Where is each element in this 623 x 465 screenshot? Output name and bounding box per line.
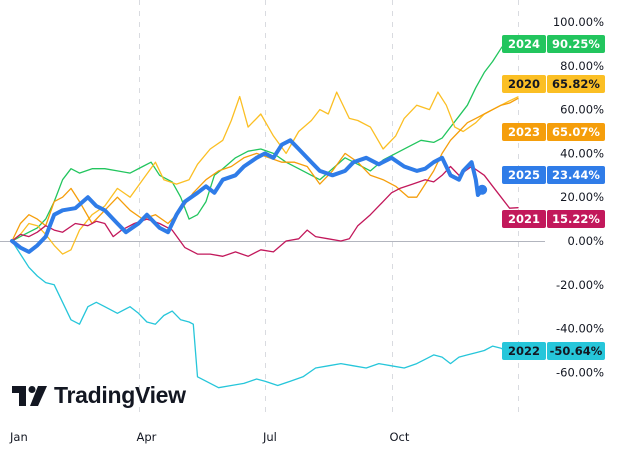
series-line-2022	[11, 240, 519, 389]
y-tick-label: -40.00%	[556, 322, 604, 336]
series-tag-value: 90.25%	[552, 37, 600, 51]
x-tick-label: Jul	[262, 430, 277, 444]
series-line-2020	[11, 91, 519, 255]
x-tick-label: Jan	[9, 430, 28, 444]
grid-lines	[139, 0, 519, 418]
y-tick-label: 60.00%	[560, 103, 604, 117]
series-tag-2021: 2021 15.22%	[502, 210, 605, 228]
x-tick-label: Oct	[390, 430, 410, 444]
y-axis: 100.00% 80.00% 60.00% 40.00% 20.00% 0.00% -20.…	[553, 15, 604, 379]
y-tick-label: 40.00%	[560, 146, 604, 160]
y-tick-label: 20.00%	[560, 190, 604, 204]
series-tag-name: 2024	[508, 37, 540, 51]
series-tag-2023: 2023 65.07%	[502, 123, 605, 141]
series-tag-name: 2025	[508, 168, 540, 182]
series-tag-value-bg	[547, 210, 605, 228]
series-line-2024	[11, 36, 519, 242]
y-tick-label: 100.00%	[553, 15, 604, 29]
series-line-2021	[11, 165, 519, 257]
series-tag-value-bg	[547, 342, 605, 360]
tradingview-logo[interactable]: TradingView	[12, 382, 186, 409]
series-tag-name-bg	[502, 123, 546, 141]
series-tags: 2024 90.25% 2020 65.82% 2023 65.07% 2025 23.44%…	[502, 35, 605, 360]
x-axis: Jan Apr Jul Oct	[9, 430, 410, 444]
series-tag-name: 2021	[508, 212, 540, 226]
series-tag-value-bg	[547, 123, 605, 141]
series-tag-name-bg	[502, 75, 546, 93]
series-tag-name-bg	[502, 35, 546, 53]
series-tag-value-bg	[547, 35, 605, 53]
y-tick-label: -60.00%	[556, 365, 604, 379]
series-tag-value: 65.07%	[552, 125, 600, 139]
x-tick-label: Apr	[137, 430, 157, 444]
y-tick-label: 80.00%	[560, 59, 604, 73]
series-tag-value: 15.22%	[552, 212, 600, 226]
series-tag-value-bg	[547, 75, 605, 93]
series-end-dot-2025	[477, 184, 488, 195]
series-line-2025	[10, 138, 485, 254]
tradingview-logo-icon	[12, 385, 47, 406]
series-tag-2022: 2022 -50.64%	[502, 342, 605, 360]
series-tag-2024: 2024 90.25%	[502, 35, 605, 53]
series-tag-name-bg	[502, 166, 546, 184]
y-tick-label: -20.00%	[556, 278, 604, 292]
series-tag-name-bg	[502, 342, 546, 360]
series-tag-name: 2020	[508, 77, 540, 91]
series-tag-value: 65.82%	[552, 77, 600, 91]
series-tag-value: 23.44%	[552, 168, 600, 182]
series-line-2023	[11, 97, 519, 242]
series-tag-name: 2023	[508, 125, 540, 139]
series-tag-name: 2022	[508, 344, 540, 358]
series-tag-2025: 2025 23.44%	[502, 166, 605, 184]
tradingview-logo-text: TradingView	[54, 382, 186, 408]
series-tag-name-bg	[502, 210, 546, 228]
y-tick-label: 0.00%	[567, 234, 604, 248]
series-tag-2020: 2020 65.82%	[502, 75, 605, 93]
series-lines	[10, 36, 519, 389]
series-tag-value-bg	[547, 166, 605, 184]
series-tag-value: -50.64%	[550, 344, 603, 358]
